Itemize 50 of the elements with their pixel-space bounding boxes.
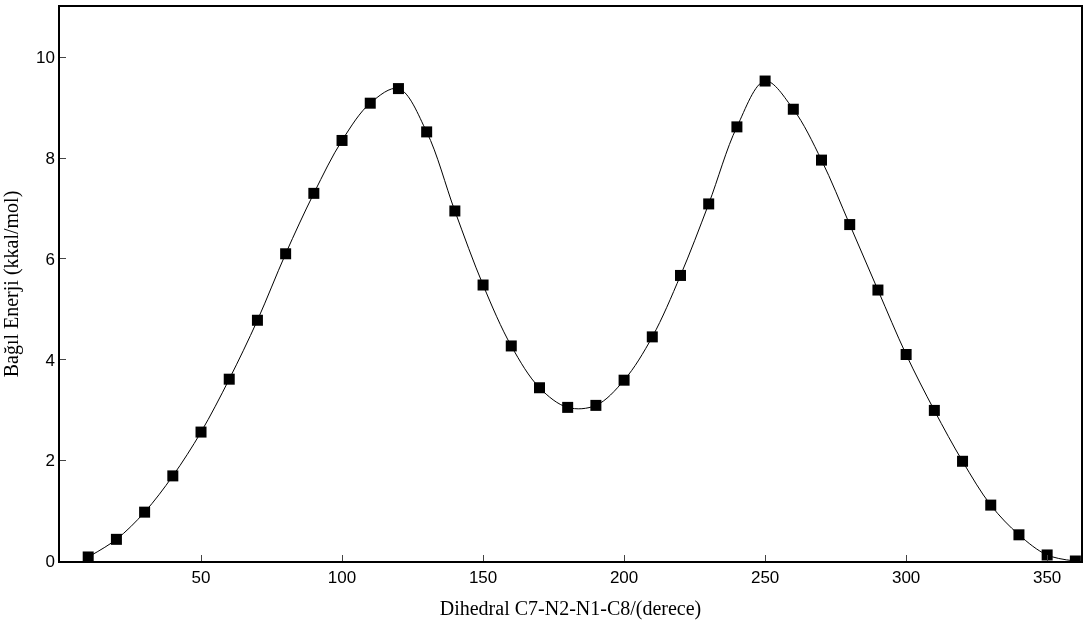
point xyxy=(280,248,292,260)
y-tick-label: 0 xyxy=(45,551,55,571)
point xyxy=(844,219,856,231)
y-axis-title: Bağıl Enerji (kkal/mol) xyxy=(0,190,23,378)
x-axis-title: Dihedral C7-N2-N1-C8/(derece) xyxy=(439,597,702,621)
point xyxy=(223,373,235,385)
point xyxy=(703,198,715,210)
point xyxy=(1013,529,1025,541)
point xyxy=(928,404,940,416)
point xyxy=(308,187,320,199)
point xyxy=(421,126,433,138)
x-tick-label: 150 xyxy=(468,568,498,588)
point xyxy=(985,499,997,511)
y-tick-label: 8 xyxy=(45,149,55,169)
x-tick-label: 200 xyxy=(609,568,639,588)
x-tick-label: 250 xyxy=(750,568,780,588)
point xyxy=(195,426,207,438)
point xyxy=(364,97,376,109)
point xyxy=(957,455,969,467)
point xyxy=(392,83,404,95)
point xyxy=(646,331,658,343)
point xyxy=(590,399,602,411)
point xyxy=(675,269,686,281)
x-tick-label: 350 xyxy=(1032,568,1062,588)
y-tick-label: 6 xyxy=(45,249,55,269)
point xyxy=(900,349,912,361)
point xyxy=(618,374,630,386)
point xyxy=(110,533,122,545)
point xyxy=(251,314,263,326)
point xyxy=(336,134,348,146)
point xyxy=(167,470,179,482)
point xyxy=(477,279,489,291)
point xyxy=(759,75,771,87)
point xyxy=(731,121,743,133)
point xyxy=(872,284,884,296)
point xyxy=(533,382,545,394)
y-tick-label: 10 xyxy=(35,48,55,68)
x-tick-label: 50 xyxy=(191,568,211,588)
x-tick-label: 100 xyxy=(327,568,357,588)
point xyxy=(816,154,828,166)
y-tick-label: 2 xyxy=(45,451,55,471)
point xyxy=(449,205,461,217)
y-tick-label: 4 xyxy=(45,350,55,370)
point xyxy=(139,506,151,518)
x-tick-label: 300 xyxy=(891,568,921,588)
point xyxy=(1041,549,1053,561)
point xyxy=(787,103,799,115)
point xyxy=(505,340,517,352)
point xyxy=(562,401,574,413)
point xyxy=(82,551,94,561)
